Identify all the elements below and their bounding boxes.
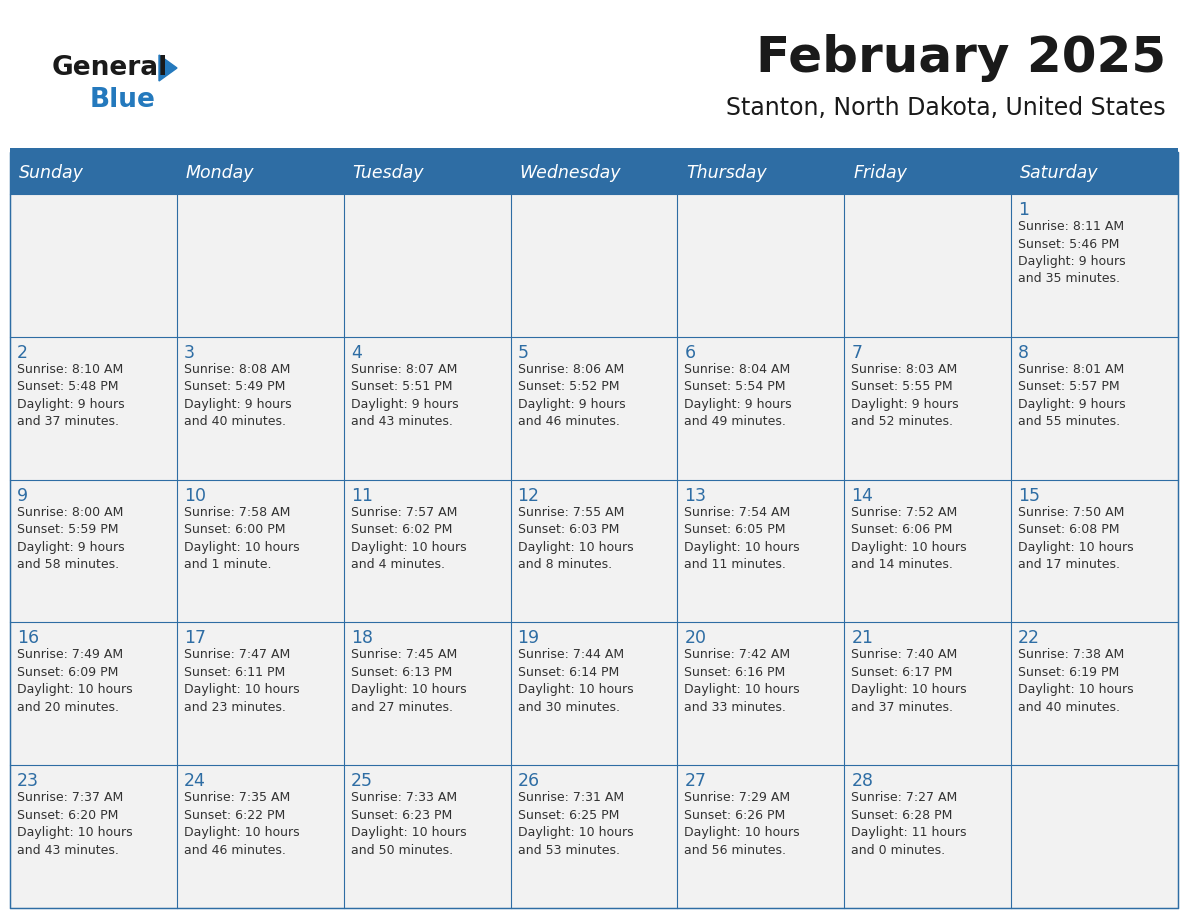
Text: Wednesday: Wednesday [519, 164, 621, 182]
Text: 14: 14 [852, 487, 873, 505]
Text: 22: 22 [1018, 630, 1041, 647]
Text: Friday: Friday [853, 164, 908, 182]
Bar [10, 152, 1178, 194]
Text: 26: 26 [518, 772, 539, 790]
Text: 17: 17 [184, 630, 206, 647]
Text: 12: 12 [518, 487, 539, 505]
Text: Sunrise: 7:37 AM
Sunset: 6:20 PM
Daylight: 10 hours
and 43 minutes.: Sunrise: 7:37 AM Sunset: 6:20 PM Dayligh… [17, 791, 133, 856]
Text: 18: 18 [350, 630, 373, 647]
Bar [10, 148, 1178, 152]
Text: Sunrise: 8:03 AM
Sunset: 5:55 PM
Daylight: 9 hours
and 52 minutes.: Sunrise: 8:03 AM Sunset: 5:55 PM Dayligh… [852, 363, 959, 429]
Bar [10, 479, 1178, 622]
Text: Sunrise: 7:49 AM
Sunset: 6:09 PM
Daylight: 10 hours
and 20 minutes.: Sunrise: 7:49 AM Sunset: 6:09 PM Dayligh… [17, 648, 133, 714]
Text: 27: 27 [684, 772, 707, 790]
Text: Sunrise: 8:06 AM
Sunset: 5:52 PM
Daylight: 9 hours
and 46 minutes.: Sunrise: 8:06 AM Sunset: 5:52 PM Dayligh… [518, 363, 625, 429]
Text: 21: 21 [852, 630, 873, 647]
Text: 10: 10 [184, 487, 206, 505]
Text: Sunrise: 8:08 AM
Sunset: 5:49 PM
Daylight: 9 hours
and 40 minutes.: Sunrise: 8:08 AM Sunset: 5:49 PM Dayligh… [184, 363, 291, 429]
Text: February 2025: February 2025 [756, 34, 1165, 82]
Text: 15: 15 [1018, 487, 1041, 505]
Text: Sunrise: 7:35 AM
Sunset: 6:22 PM
Daylight: 10 hours
and 46 minutes.: Sunrise: 7:35 AM Sunset: 6:22 PM Dayligh… [184, 791, 299, 856]
Text: Sunrise: 8:11 AM
Sunset: 5:46 PM
Daylight: 9 hours
and 35 minutes.: Sunrise: 8:11 AM Sunset: 5:46 PM Dayligh… [1018, 220, 1126, 285]
Text: 23: 23 [17, 772, 39, 790]
Text: 7: 7 [852, 344, 862, 362]
Text: Saturday: Saturday [1020, 164, 1099, 182]
Text: Sunrise: 7:38 AM
Sunset: 6:19 PM
Daylight: 10 hours
and 40 minutes.: Sunrise: 7:38 AM Sunset: 6:19 PM Dayligh… [1018, 648, 1133, 714]
Text: Sunrise: 8:07 AM
Sunset: 5:51 PM
Daylight: 9 hours
and 43 minutes.: Sunrise: 8:07 AM Sunset: 5:51 PM Dayligh… [350, 363, 459, 429]
Bar [10, 337, 1178, 479]
Text: Sunrise: 7:57 AM
Sunset: 6:02 PM
Daylight: 10 hours
and 4 minutes.: Sunrise: 7:57 AM Sunset: 6:02 PM Dayligh… [350, 506, 467, 571]
Text: 25: 25 [350, 772, 373, 790]
Text: Sunrise: 7:29 AM
Sunset: 6:26 PM
Daylight: 10 hours
and 56 minutes.: Sunrise: 7:29 AM Sunset: 6:26 PM Dayligh… [684, 791, 800, 856]
Text: 8: 8 [1018, 344, 1029, 362]
Text: 16: 16 [17, 630, 39, 647]
Polygon shape [159, 55, 177, 81]
Text: 3: 3 [184, 344, 195, 362]
Text: Thursday: Thursday [687, 164, 767, 182]
Text: Sunrise: 7:27 AM
Sunset: 6:28 PM
Daylight: 11 hours
and 0 minutes.: Sunrise: 7:27 AM Sunset: 6:28 PM Dayligh… [852, 791, 967, 856]
Text: 13: 13 [684, 487, 707, 505]
Text: Sunrise: 8:01 AM
Sunset: 5:57 PM
Daylight: 9 hours
and 55 minutes.: Sunrise: 8:01 AM Sunset: 5:57 PM Dayligh… [1018, 363, 1126, 429]
Text: Sunrise: 8:10 AM
Sunset: 5:48 PM
Daylight: 9 hours
and 37 minutes.: Sunrise: 8:10 AM Sunset: 5:48 PM Dayligh… [17, 363, 125, 429]
Text: Sunrise: 8:00 AM
Sunset: 5:59 PM
Daylight: 9 hours
and 58 minutes.: Sunrise: 8:00 AM Sunset: 5:59 PM Dayligh… [17, 506, 125, 571]
Text: Sunrise: 8:04 AM
Sunset: 5:54 PM
Daylight: 9 hours
and 49 minutes.: Sunrise: 8:04 AM Sunset: 5:54 PM Dayligh… [684, 363, 792, 429]
Text: Sunday: Sunday [19, 164, 84, 182]
Text: Stanton, North Dakota, United States: Stanton, North Dakota, United States [726, 96, 1165, 120]
Text: 9: 9 [17, 487, 29, 505]
Text: Monday: Monday [185, 164, 254, 182]
Text: 6: 6 [684, 344, 695, 362]
Text: Sunrise: 7:58 AM
Sunset: 6:00 PM
Daylight: 10 hours
and 1 minute.: Sunrise: 7:58 AM Sunset: 6:00 PM Dayligh… [184, 506, 299, 571]
Text: Sunrise: 7:31 AM
Sunset: 6:25 PM
Daylight: 10 hours
and 53 minutes.: Sunrise: 7:31 AM Sunset: 6:25 PM Dayligh… [518, 791, 633, 856]
Bar [10, 152, 1178, 908]
Text: 11: 11 [350, 487, 373, 505]
Text: 5: 5 [518, 344, 529, 362]
Text: 24: 24 [184, 772, 206, 790]
Text: Sunrise: 7:45 AM
Sunset: 6:13 PM
Daylight: 10 hours
and 27 minutes.: Sunrise: 7:45 AM Sunset: 6:13 PM Dayligh… [350, 648, 467, 714]
Text: 2: 2 [17, 344, 29, 362]
Bar [10, 766, 1178, 908]
Text: Sunrise: 7:52 AM
Sunset: 6:06 PM
Daylight: 10 hours
and 14 minutes.: Sunrise: 7:52 AM Sunset: 6:06 PM Dayligh… [852, 506, 967, 571]
Text: Sunrise: 7:50 AM
Sunset: 6:08 PM
Daylight: 10 hours
and 17 minutes.: Sunrise: 7:50 AM Sunset: 6:08 PM Dayligh… [1018, 506, 1133, 571]
Text: 28: 28 [852, 772, 873, 790]
Text: 19: 19 [518, 630, 539, 647]
Text: Tuesday: Tuesday [353, 164, 424, 182]
Text: Sunrise: 7:33 AM
Sunset: 6:23 PM
Daylight: 10 hours
and 50 minutes.: Sunrise: 7:33 AM Sunset: 6:23 PM Dayligh… [350, 791, 467, 856]
Text: General: General [52, 55, 169, 81]
Text: Sunrise: 7:42 AM
Sunset: 6:16 PM
Daylight: 10 hours
and 33 minutes.: Sunrise: 7:42 AM Sunset: 6:16 PM Dayligh… [684, 648, 800, 714]
Text: Sunrise: 7:40 AM
Sunset: 6:17 PM
Daylight: 10 hours
and 37 minutes.: Sunrise: 7:40 AM Sunset: 6:17 PM Dayligh… [852, 648, 967, 714]
Text: Sunrise: 7:47 AM
Sunset: 6:11 PM
Daylight: 10 hours
and 23 minutes.: Sunrise: 7:47 AM Sunset: 6:11 PM Dayligh… [184, 648, 299, 714]
Text: 1: 1 [1018, 201, 1029, 219]
Text: Blue: Blue [90, 87, 156, 113]
Text: 20: 20 [684, 630, 707, 647]
Text: Sunrise: 7:44 AM
Sunset: 6:14 PM
Daylight: 10 hours
and 30 minutes.: Sunrise: 7:44 AM Sunset: 6:14 PM Dayligh… [518, 648, 633, 714]
Text: 4: 4 [350, 344, 361, 362]
Bar [10, 622, 1178, 766]
Text: Sunrise: 7:54 AM
Sunset: 6:05 PM
Daylight: 10 hours
and 11 minutes.: Sunrise: 7:54 AM Sunset: 6:05 PM Dayligh… [684, 506, 800, 571]
Bar [10, 194, 1178, 337]
Text: Sunrise: 7:55 AM
Sunset: 6:03 PM
Daylight: 10 hours
and 8 minutes.: Sunrise: 7:55 AM Sunset: 6:03 PM Dayligh… [518, 506, 633, 571]
